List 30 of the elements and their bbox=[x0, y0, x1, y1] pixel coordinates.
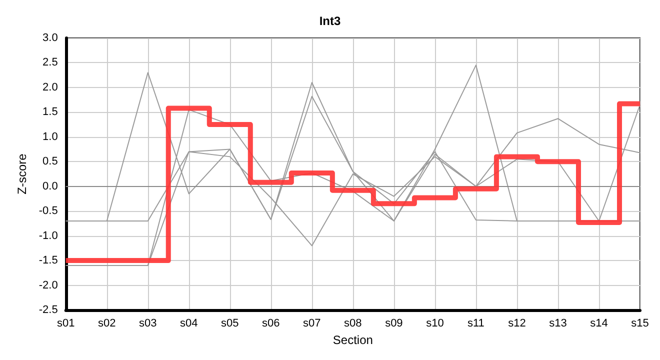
x-tick-label: s14 bbox=[590, 318, 608, 330]
x-tick-label: s03 bbox=[139, 318, 157, 330]
x-tick-label: s05 bbox=[221, 318, 239, 330]
x-tick-label: s09 bbox=[385, 318, 403, 330]
y-tick-label: -0.5 bbox=[38, 205, 58, 218]
y-tick-label: -2.5 bbox=[38, 304, 58, 316]
x-tick-label: s04 bbox=[180, 318, 198, 330]
x-tick-label: s10 bbox=[426, 318, 444, 330]
y-tick-label: -1.5 bbox=[38, 254, 58, 267]
y-tick-label: -1.0 bbox=[38, 230, 58, 242]
y-axis-title: Z-score bbox=[15, 153, 29, 194]
x-tick-label: s02 bbox=[98, 318, 116, 330]
x-axis-title: Section bbox=[332, 332, 373, 347]
chart-title: Int3 bbox=[319, 14, 341, 28]
y-tick-label: 2.0 bbox=[42, 81, 58, 94]
x-tick-label: s13 bbox=[549, 318, 567, 330]
x-tick-label: s07 bbox=[303, 318, 321, 330]
y-tick-label: -2.0 bbox=[38, 279, 58, 292]
y-tick-label: 3.0 bbox=[42, 32, 58, 44]
y-tick-label: 0.5 bbox=[42, 156, 58, 168]
x-tick-label: s01 bbox=[56, 318, 75, 330]
x-tick-label: s11 bbox=[468, 318, 484, 330]
x-tick-label: s15 bbox=[631, 318, 649, 330]
y-tick-label: 1.0 bbox=[42, 130, 58, 143]
x-tick-label: s06 bbox=[262, 318, 280, 330]
y-tick-label: 0.0 bbox=[42, 180, 58, 192]
y-tick-label: 1.5 bbox=[42, 106, 58, 118]
x-tick-label: s12 bbox=[508, 318, 526, 330]
x-tick-label: s08 bbox=[344, 318, 362, 330]
y-tick-label: 2.5 bbox=[42, 56, 58, 69]
